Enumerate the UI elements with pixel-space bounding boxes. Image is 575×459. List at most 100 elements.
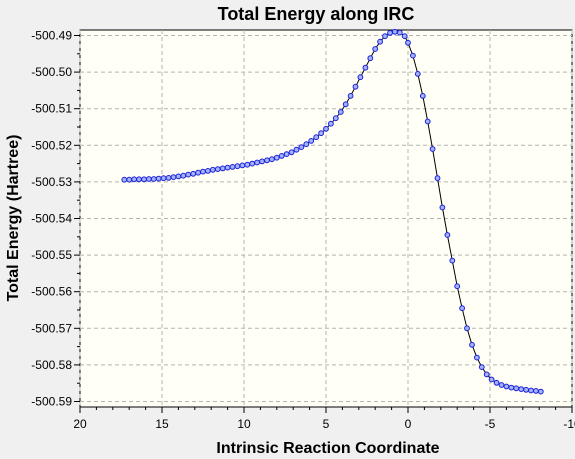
energy-point [429,146,436,152]
x-tick-label: 0 [405,417,412,431]
y-tick-label: -500.51 [31,102,72,116]
energy-point [474,354,480,361]
energy-point [396,29,403,36]
energy-point [523,386,529,393]
energy-point [254,159,261,166]
energy-point [234,163,241,170]
energy-point [488,376,495,383]
energy-point [136,176,142,183]
energy-point [273,154,280,161]
energy-point [205,168,211,174]
y-tick-label: -500.53 [31,175,72,189]
energy-point [313,134,320,141]
energy-point [357,74,364,81]
energy-point [239,162,246,169]
energy-point [372,46,379,52]
energy-point [352,83,359,90]
x-axis-label: Intrinsic Reaction Coordinate [216,440,439,457]
energy-point [224,164,231,171]
energy-point [175,173,182,180]
energy-series [121,28,544,395]
y-axis-label: Total Energy (Hartree) [5,135,22,302]
energy-point [513,385,520,392]
energy-point [410,52,416,59]
x-tick-label: -5 [485,417,496,431]
energy-point [337,109,344,115]
energy-point [209,166,216,173]
energy-point [293,146,300,153]
y-axis: -500.49 -500.50 -500.51 -500.52 -500.53 -500.… [31,28,80,409]
energy-point [131,176,138,183]
y-tick-label: -500.56 [31,285,72,299]
energy-point [414,71,421,77]
energy-point [328,120,334,127]
energy-point [288,149,295,156]
energy-point [303,141,310,148]
energy-point [498,382,505,388]
energy-point [180,172,187,179]
energy-point [503,383,510,390]
energy-point [469,341,475,348]
energy-point [298,144,305,151]
energy-point [382,33,388,40]
energy-point [214,166,221,173]
energy-point [347,93,354,99]
energy-point [367,55,374,62]
energy-point [318,130,325,137]
y-tick-label: -500.50 [31,65,72,79]
energy-point [401,33,408,40]
energy-point [308,138,315,144]
y-tick-label: -500.49 [31,28,72,42]
energy-point [537,388,544,395]
energy-point [185,171,192,178]
energy-point [146,176,152,182]
energy-point [478,364,485,371]
y-tick-label: -500.52 [31,138,72,152]
energy-point [244,161,251,168]
energy-point [332,115,339,122]
x-tick-label: 20 [73,417,87,431]
y-tick-label: -500.57 [31,321,72,335]
energy-point [264,157,270,164]
energy-point [362,64,369,71]
chart-title: Total Energy along IRC [218,4,415,24]
energy-point [160,175,167,182]
energy-point [278,153,285,159]
energy-point [387,30,393,36]
energy-point [200,168,206,175]
energy-point [419,93,426,99]
energy-point [434,175,441,182]
energy-point [195,169,202,176]
y-tick-label: -500.55 [31,248,72,262]
x-tick-label: 10 [237,417,251,431]
energy-point [141,176,147,183]
energy-point [170,174,177,181]
energy-point [439,204,446,211]
energy-point [533,388,539,394]
energy-point [464,325,470,332]
energy-point [121,176,128,183]
energy-point [528,387,534,394]
energy-point [165,175,172,181]
energy-point [342,101,349,108]
grid-lines [79,30,573,407]
energy-point [150,176,157,182]
energy-point [249,160,256,167]
energy-point [518,386,525,393]
x-axis: 20 15 10 5 0 -5 -10 [73,407,575,431]
y-tick-label: -500.58 [31,358,72,372]
energy-point [126,176,133,183]
energy-point [269,156,275,163]
energy-point [424,118,431,125]
energy-point [449,257,456,264]
energy-point [229,164,236,170]
energy-point [377,38,384,45]
y-tick-label: -500.59 [31,395,72,409]
energy-point [405,39,411,46]
energy-point [155,175,162,182]
energy-point [493,379,500,386]
energy-point [283,151,290,158]
energy-point [392,28,398,35]
energy-point [508,384,515,391]
